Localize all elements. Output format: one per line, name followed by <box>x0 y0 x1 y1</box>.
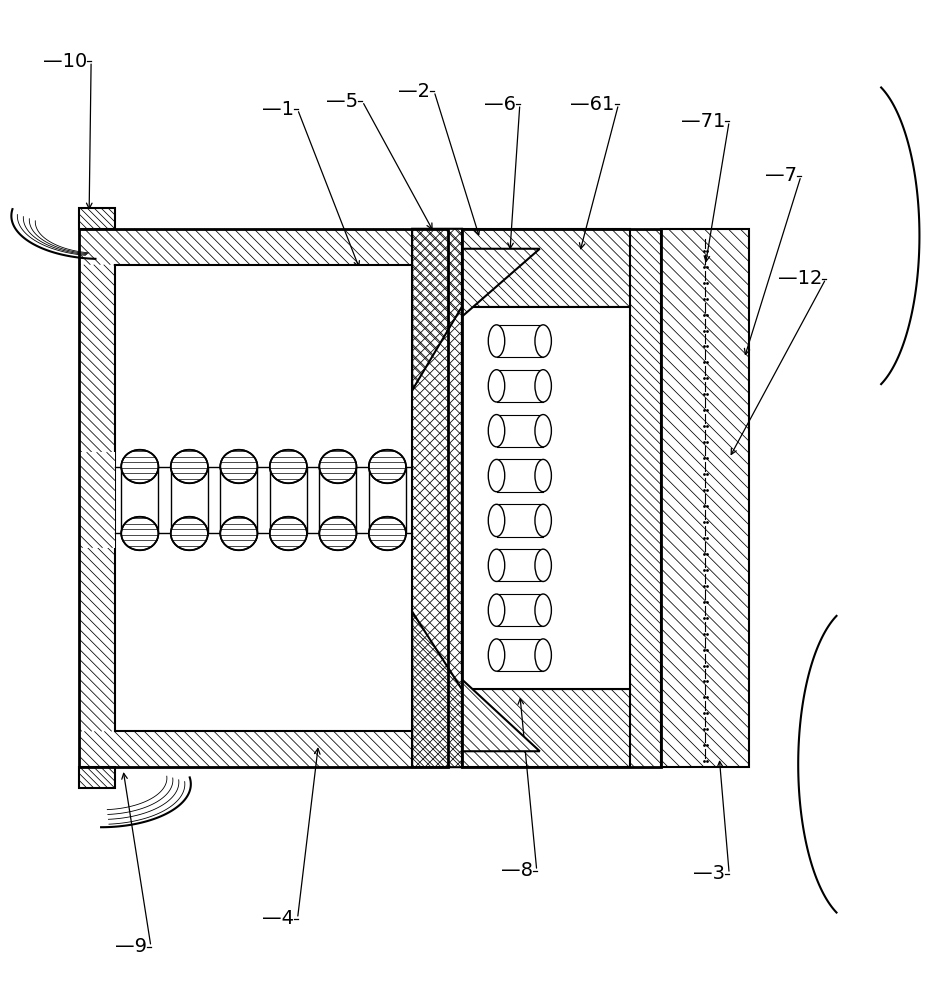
Text: —3: —3 <box>693 864 725 883</box>
Bar <box>115 265 412 731</box>
Ellipse shape <box>535 594 552 626</box>
Polygon shape <box>79 767 115 788</box>
Ellipse shape <box>535 370 552 402</box>
Bar <box>79 229 448 265</box>
Ellipse shape <box>488 594 505 626</box>
Ellipse shape <box>220 450 257 483</box>
Ellipse shape <box>488 415 505 447</box>
Text: —12: —12 <box>777 269 822 288</box>
Ellipse shape <box>488 459 505 492</box>
Ellipse shape <box>220 517 257 550</box>
Bar <box>462 229 662 767</box>
Polygon shape <box>412 229 462 390</box>
Bar <box>412 229 462 767</box>
Bar <box>79 265 115 731</box>
Text: —4: —4 <box>262 909 294 928</box>
Text: —5: —5 <box>326 92 358 111</box>
Bar <box>79 731 448 767</box>
Ellipse shape <box>488 325 505 357</box>
Ellipse shape <box>488 504 505 537</box>
Bar <box>462 307 629 689</box>
Ellipse shape <box>171 517 208 550</box>
Text: —7: —7 <box>765 166 797 185</box>
Text: —8: —8 <box>500 861 533 880</box>
Text: —1: —1 <box>262 100 294 119</box>
Ellipse shape <box>121 450 158 483</box>
Ellipse shape <box>488 639 505 671</box>
Ellipse shape <box>535 504 552 537</box>
Ellipse shape <box>535 639 552 671</box>
Ellipse shape <box>535 459 552 492</box>
Ellipse shape <box>269 517 307 550</box>
Polygon shape <box>462 679 540 751</box>
Text: —71: —71 <box>681 112 725 131</box>
Text: —61: —61 <box>570 95 614 114</box>
Text: —6: —6 <box>484 95 515 114</box>
Bar <box>79 452 115 548</box>
Bar <box>629 229 662 767</box>
Ellipse shape <box>320 450 356 483</box>
Ellipse shape <box>369 517 406 550</box>
Polygon shape <box>79 208 115 229</box>
Ellipse shape <box>488 549 505 581</box>
Ellipse shape <box>535 549 552 581</box>
Text: —9: —9 <box>115 937 147 956</box>
Ellipse shape <box>488 370 505 402</box>
Polygon shape <box>462 249 540 317</box>
Ellipse shape <box>121 517 158 550</box>
Bar <box>662 229 749 767</box>
Ellipse shape <box>171 450 208 483</box>
Ellipse shape <box>369 450 406 483</box>
Bar <box>79 229 448 767</box>
Ellipse shape <box>535 415 552 447</box>
Ellipse shape <box>320 517 356 550</box>
Ellipse shape <box>269 450 307 483</box>
Text: —2: —2 <box>398 82 430 101</box>
Bar <box>462 229 629 307</box>
Bar <box>462 689 629 767</box>
Polygon shape <box>412 612 462 767</box>
Text: —10: —10 <box>43 52 87 71</box>
Ellipse shape <box>535 325 552 357</box>
